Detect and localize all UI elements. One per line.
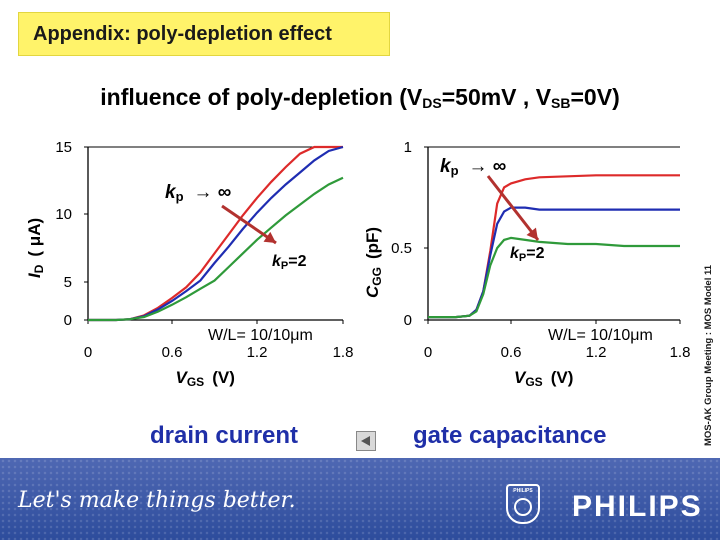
left-x-tick-label: 1.2 [247,344,268,361]
right-device-label: W/L= 10/10μm [548,327,653,344]
side-note: MOS-AK Group Meeting : MOS Model 11 [703,264,714,446]
headline-mid: =50mV , V [441,84,552,110]
left-series-line-series_inf [88,145,343,322]
left-series-line-series_kp2 [88,176,344,322]
right-x-axis-label: VGS (V) [514,368,573,389]
left-device-label: W/L= 10/10μm [208,327,313,344]
right-y-tick-label: 0.5 [391,240,412,257]
right-x-tick-label: 0.6 [501,344,522,361]
left-y-axis-label: ID( μA) [25,218,46,278]
right-x-tick-label: 1.8 [670,344,691,361]
right-kp2-label: kP=2 [510,245,545,264]
right-kp-infinity-label: kp → ∞ [440,156,506,178]
right-x-tick-label: 1.2 [586,344,607,361]
headline-tail: =0V) [570,84,620,110]
left-kp2-label: kP=2 [272,253,307,272]
left-series-line-series_mid [88,145,344,322]
left-chart-caption: drain current [150,422,299,449]
left-y-tick-label: 15 [55,139,72,156]
slide-title-box: Appendix: poly-depletion effect [18,12,390,56]
footer-band [0,458,720,540]
left-kp-infinity-label: kp → ∞ [165,182,231,204]
right-y-axis-label: CGG(pF) [363,227,384,298]
left-x-tick-label: 0 [84,344,92,361]
shield-text: PHILIPS [513,488,533,494]
left-y-tick-label: 10 [55,206,72,223]
right-series-line-series_mid [428,206,680,319]
slide-headline: influence of poly-depletion (VDS=50mV , … [0,84,720,111]
right-series-line-series_kp2 [428,236,680,319]
left-x-tick-label: 0.6 [162,344,183,361]
philips-logo: PHILIPS [572,490,703,523]
left-kp-arrow-head [263,231,276,243]
headline-main: influence of poly-depletion (V [100,84,423,110]
headline-sub-ds: DS [422,95,442,111]
footer-tagline: Let's make things better. [18,488,296,513]
right-kp-arrow-head [526,227,538,240]
philips-shield-icon: PHILIPS [506,484,540,524]
left-y-tick-label: 0 [64,312,72,329]
right-kp-arrow-shaft [486,175,540,241]
back-arrow-icon[interactable] [356,431,376,451]
left-x-tick-label: 1.8 [333,344,354,361]
right-y-tick-label: 0 [404,312,412,329]
right-y-tick-label: 1 [404,139,412,156]
right-chart-caption: gate capacitance [413,422,607,449]
left-y-tick-label: 5 [64,274,72,291]
left-x-axis-label: VGS (V) [176,368,235,389]
slide-title: Appendix: poly-depletion effect [33,23,332,45]
footer-texture [0,458,720,540]
headline-sub-sb: SB [551,95,571,111]
right-x-tick-label: 0 [424,344,432,361]
